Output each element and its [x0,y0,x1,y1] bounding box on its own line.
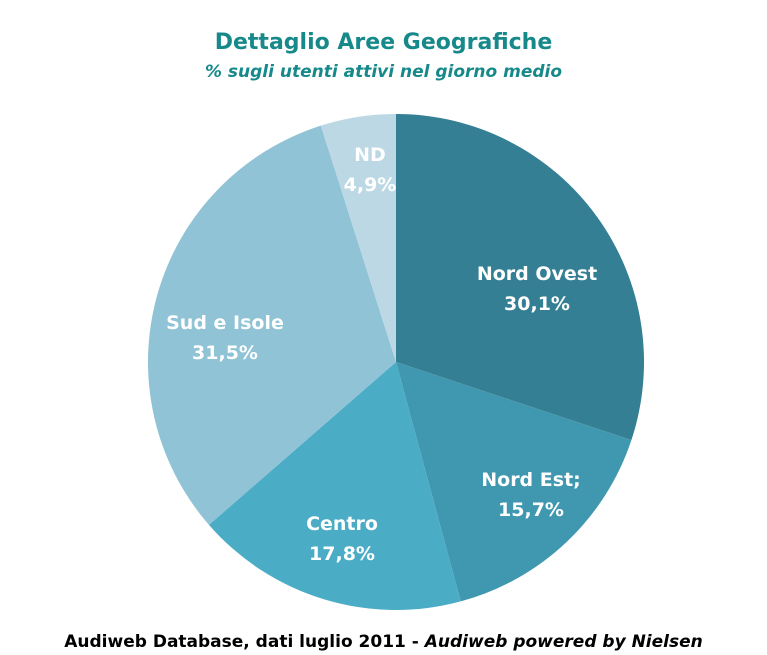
source-note: Audiweb Database, dati luglio 2011 - Aud… [0,632,767,652]
slice-label: Sud e Isole [166,312,284,334]
pie-slice-sud-e-isole [148,125,396,525]
pie-slice-nord-ovest [396,113,645,441]
slice-value-label: 15,7% [498,499,564,521]
source-italic: Audiweb powered by Nielsen [424,632,703,652]
slice-label: Nord Ovest [477,263,597,285]
slice-value-label: 30,1% [504,293,570,315]
slice-value-label: 17,8% [309,543,375,565]
chart-subtitle: % sugli utenti attivi nel giorno medio [204,62,563,82]
slice-label: Centro [306,513,378,535]
slice-label: ND [354,144,386,166]
pie-slice-nd [320,114,396,362]
chart-title: Dettaglio Aree Geografiche [214,30,553,55]
pie-slice-centro [208,362,461,610]
pie-slice-nord-est [396,362,632,602]
slice-value-label: 31,5% [192,342,258,364]
slice-label: Nord Est; [481,469,581,491]
slice-value-label: 4,9% [344,174,397,196]
source-text: Audiweb Database, dati luglio 2011 - [64,632,425,652]
